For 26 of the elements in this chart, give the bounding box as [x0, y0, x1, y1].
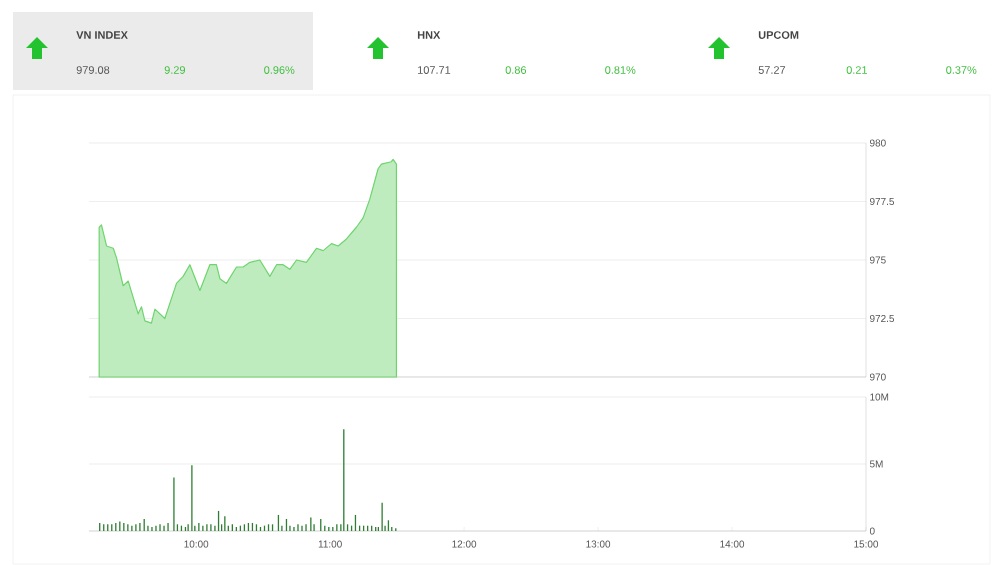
x-tick-label: 12:00 [452, 540, 477, 548]
y-tick-label: 5M [869, 460, 883, 468]
x-tick-label: 14:00 [720, 540, 745, 548]
y-tick-label: 975 [869, 256, 886, 264]
text: 0.86 [505, 66, 527, 74]
x-tick-label: 13:00 [586, 540, 611, 548]
x-tick-label: 15:00 [854, 540, 879, 548]
text: 979.08 [76, 66, 110, 74]
text: 9.29 [164, 66, 186, 74]
y-tick-label: 970 [869, 373, 886, 381]
text: 0.21 [846, 66, 868, 74]
y-tick-label: 10M [870, 393, 889, 401]
y-tick-label: 980 [869, 139, 886, 147]
text: 0.37% [946, 66, 977, 74]
x-tick-label: 11:00 [318, 540, 342, 548]
y-tick-label: 0 [869, 527, 875, 535]
y-tick-label: 972.5 [869, 314, 895, 323]
text: 0.81% [605, 66, 636, 74]
text: 107.71 [418, 66, 451, 74]
text: 0.96% [264, 66, 295, 74]
text: UPCOM [758, 31, 799, 39]
y-tick-label: 977.5 [869, 197, 895, 206]
text: 57.27 [758, 66, 786, 74]
text: VN INDEX [76, 31, 128, 39]
x-tick-label: 10:00 [184, 540, 209, 548]
text: HNX [417, 31, 441, 39]
